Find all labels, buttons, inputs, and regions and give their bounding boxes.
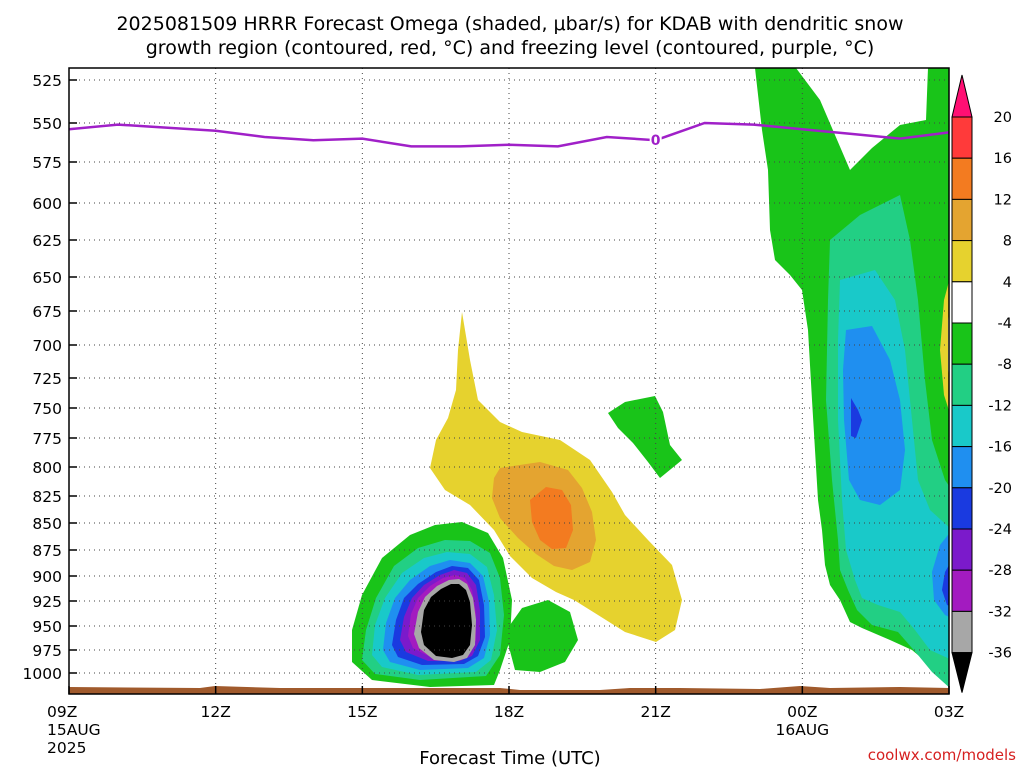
colorbar-segment [951,198,973,242]
y-tick-label: 750 [32,400,62,418]
y-tick-label: 700 [32,337,62,355]
colorbar-segment [951,487,973,530]
omega-region-neg36-black [421,584,472,658]
x-tick-date: 15AUG [47,721,101,739]
y-tick-label: 925 [32,593,62,611]
colorbar-tick-label: 4 [1003,275,1012,291]
colorbar-tick-label: -12 [988,398,1012,414]
colorbar-segment [951,404,973,448]
colorbar-tick-label: -24 [988,522,1012,538]
y-tick-label: 525 [32,72,62,90]
y-tick-label: 975 [32,642,62,660]
colorbar-bottom-arrow [951,652,973,693]
y-tick-label: 675 [32,303,62,321]
x-tick-year: 2025 [47,739,86,757]
credit-text: coolwx.com/models [868,746,1016,764]
colorbar-tick-label: -8 [998,357,1012,373]
omega-region-neg20-right [843,326,905,505]
colorbar-segment [951,363,973,406]
colorbar-tick-label: 12 [994,192,1012,208]
y-tick-label: 550 [32,115,62,133]
colorbar-tick-label: -20 [988,481,1012,497]
y-tick-label: 875 [32,542,62,560]
y-axis: 525 550 575 600 625 650 675 700 725 750 775 800 825 8… [23,72,77,683]
colorbar-tick-label: -4 [998,316,1012,332]
colorbar-tick-label: 20 [994,110,1012,126]
y-tick-label: 850 [32,515,62,533]
x-tick-date: 16AUG [775,721,829,739]
colorbar: 20 16 12 8 4 -4 -8 -12 -16 -20 -24 -28 -32 -36 [951,74,1012,693]
y-tick-label: 725 [32,370,62,388]
x-axis-title: Forecast Time (UTC) [419,748,600,768]
omega-region-pos12 [530,487,573,549]
colorbar-tick-label: 16 [994,151,1012,167]
colorbar-tick-label: -16 [988,440,1012,456]
freezing-level-line [69,121,949,148]
chart-title-line2: growth region (contoured, red, °C) and f… [146,37,875,59]
colorbar-segment [951,281,973,324]
colorbar-tick-label: 8 [1003,234,1012,250]
freezing-level-label-group: 0 [649,132,662,149]
y-tick-label: 600 [32,195,62,213]
omega-region-neg8-tail [505,600,578,672]
omega-shading [352,68,949,688]
colorbar-segment [951,116,973,159]
y-tick-label: 900 [32,568,62,586]
freezing-level-label: 0 [651,133,661,149]
colorbar-segment [951,240,973,283]
y-tick-label: 1000 [23,665,62,683]
x-tick-label: 18Z [494,703,524,721]
y-tick-label: 950 [32,618,62,636]
chart-title-line1: 2025081509 HRRR Forecast Omega (shaded, … [116,13,903,35]
y-tick-label: 775 [32,430,62,448]
x-tick-label: 15Z [347,703,377,721]
omega-region-pos4-edge [940,281,949,411]
colorbar-segment [951,322,973,365]
plot-grid [69,68,949,694]
x-tick-label: 00Z [787,703,817,721]
x-tick-label: 09Z [47,703,77,721]
colorbar-segment [951,610,973,654]
colorbar-tick-label: -28 [988,563,1012,579]
x-tick-label: 03Z [934,703,964,721]
omega-region-neg8-small [608,396,682,478]
omega-region-neg24-edge [942,565,949,606]
colorbar-tick-label: -32 [988,604,1012,620]
y-tick-label: 625 [32,232,62,250]
colorbar-segment [951,569,973,612]
x-tick-label: 21Z [640,703,670,721]
x-tick-label: 12Z [200,703,230,721]
colorbar-tick-label: -36 [988,646,1012,662]
freezing-level-label-bg [649,132,662,149]
colorbar-segment [951,157,973,200]
colorbar-top-arrow [951,74,973,118]
y-tick-label: 825 [32,488,62,506]
colorbar-segment [951,446,973,489]
y-tick-label: 800 [32,459,62,477]
y-tick-label: 575 [32,154,62,172]
omega-region-neg24-right [851,398,862,438]
y-tick-label: 650 [32,269,62,287]
colorbar-segment [951,528,973,571]
